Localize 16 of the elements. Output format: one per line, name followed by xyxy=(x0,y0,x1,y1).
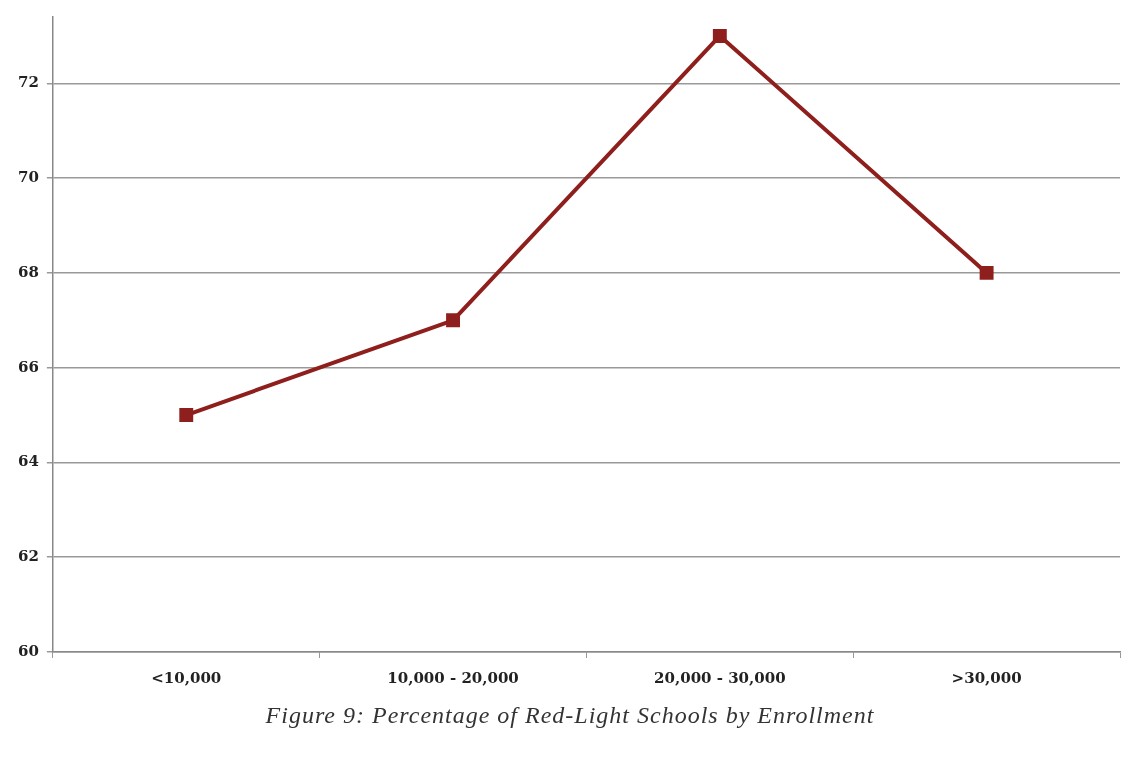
y-tick-label: 62 xyxy=(18,547,39,566)
x-tick-label: 10,000 - 20,000 xyxy=(387,668,519,687)
y-tick-label: 72 xyxy=(18,73,39,92)
y-tick-label: 66 xyxy=(18,357,39,376)
x-tick-label: >30,000 xyxy=(951,668,1022,687)
y-tick-label: 68 xyxy=(18,262,39,281)
y-tick-label: 60 xyxy=(18,641,39,660)
caption: Figure 9: Percentage of Red-Light Schools by Enrollment xyxy=(264,702,876,729)
point xyxy=(979,265,994,280)
point xyxy=(179,408,194,423)
y-tick-label: 64 xyxy=(18,452,39,471)
y-tick-label: 70 xyxy=(18,168,39,187)
x-tick-label: 20,000 - 30,000 xyxy=(654,668,786,687)
point xyxy=(712,29,727,43)
x-tick-label: <10,000 xyxy=(151,668,222,687)
point xyxy=(446,313,460,328)
